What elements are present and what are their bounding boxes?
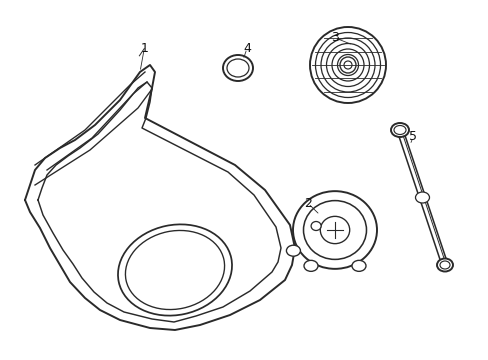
Ellipse shape [226,59,248,77]
Text: 4: 4 [243,42,250,55]
Ellipse shape [415,192,428,203]
Ellipse shape [286,245,300,256]
Text: 3: 3 [330,31,338,44]
Ellipse shape [351,260,365,271]
Ellipse shape [310,221,321,230]
Ellipse shape [303,201,366,260]
Ellipse shape [393,126,405,135]
Ellipse shape [304,260,317,271]
Ellipse shape [292,191,376,269]
Ellipse shape [125,230,224,310]
Ellipse shape [223,55,252,81]
Ellipse shape [118,224,231,316]
Ellipse shape [436,258,452,271]
Ellipse shape [320,216,349,244]
Text: 5: 5 [408,130,416,143]
Ellipse shape [439,261,449,269]
Text: 1: 1 [140,42,148,55]
Text: 2: 2 [304,197,311,210]
Ellipse shape [390,123,408,137]
